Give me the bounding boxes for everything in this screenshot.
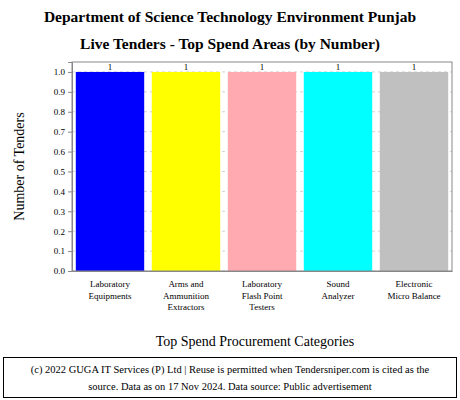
- y-tick-mark: [68, 211, 72, 212]
- y-tick-label: 0.8: [54, 107, 66, 117]
- y-tick-label: 0.1: [54, 246, 65, 256]
- y-tick-label: 0.7: [54, 127, 66, 137]
- y-tick-mark: [68, 132, 72, 133]
- x-axis: LaboratoryEquipments Arms andAmmunitionEx…: [73, 271, 453, 312]
- y-tick: 0.2: [54, 227, 72, 237]
- x-tick-label: ElectronicMicro Balance: [387, 279, 440, 300]
- y-tick-mark: [68, 251, 72, 252]
- y-tick-label: 1.0: [54, 67, 66, 77]
- x-tick-label: SoundAnalyzer: [322, 279, 355, 300]
- data-label: 1: [108, 62, 113, 72]
- bar: [228, 72, 296, 271]
- y-tick-mark: [68, 271, 72, 272]
- y-tick-mark: [68, 92, 72, 93]
- y-tick-label: 0.5: [54, 167, 66, 177]
- x-tick-label: LaboratoryFlash PointTesters: [242, 279, 283, 312]
- y-tick: 0.4: [54, 187, 72, 197]
- y-tick-mark: [68, 191, 72, 192]
- y-tick-mark: [68, 112, 72, 113]
- y-axis-line: [68, 63, 73, 272]
- x-tick-label: LaboratoryEquipments: [89, 279, 132, 300]
- y-tick-mark: [68, 152, 72, 153]
- data-label: 1: [184, 62, 189, 72]
- y-axis: 0.0 0.1 0.2 0.3 0.4 0.5 0.6 0.7 0.8 0.9 1.0: [54, 63, 73, 277]
- y-tick: 0.6: [54, 147, 72, 157]
- y-tick: 0.8: [54, 107, 72, 117]
- x-axis-line: [73, 271, 453, 272]
- chart: Department of Science Technology Environ…: [0, 0, 460, 400]
- x-tick: Arms andAmmunitionExtractors: [163, 271, 210, 312]
- x-tick: LaboratoryEquipments: [89, 271, 132, 301]
- title: Department of Science Technology Environ…: [44, 8, 416, 25]
- subtitle: Live Tenders - Top Spend Areas (by Numbe…: [80, 35, 380, 53]
- plot-frame: [72, 62, 452, 271]
- data-label: 1: [336, 62, 341, 72]
- y-tick: 0.5: [54, 167, 72, 177]
- y-tick-label: 0.4: [54, 187, 66, 197]
- footer: (c) 2022 GUGA IT Services (P) Ltd | Reus…: [31, 364, 430, 392]
- y-tick: 1.0: [54, 67, 72, 77]
- footer-box: [4, 358, 457, 398]
- y-tick-mark: [68, 72, 72, 73]
- bar: [76, 72, 144, 271]
- y-tick-label: 0.0: [54, 266, 66, 276]
- y-tick: 0.0: [54, 266, 72, 276]
- y-tick-label: 0.9: [54, 87, 66, 97]
- y-axis-title: Number of Tenders: [12, 112, 27, 220]
- data-labels: 1 1 1 1 1: [108, 62, 417, 72]
- bar: [380, 72, 448, 271]
- bars: [76, 72, 448, 271]
- y-tick-label: 0.2: [54, 227, 65, 237]
- x-tick: LaboratoryFlash PointTesters: [242, 271, 283, 312]
- data-label: 1: [412, 62, 417, 72]
- x-axis-title: Top Spend Procurement Categories: [156, 334, 354, 349]
- y-tick: 0.9: [54, 87, 72, 97]
- y-tick: 0.1: [54, 246, 72, 256]
- x-tick: ElectronicMicro Balance: [387, 271, 440, 301]
- x-tick-label: Arms andAmmunitionExtractors: [163, 279, 210, 312]
- data-label: 1: [260, 62, 265, 72]
- bar: [304, 72, 372, 271]
- x-tick: SoundAnalyzer: [322, 271, 355, 301]
- y-tick-mark: [68, 231, 72, 232]
- y-tick: 0.7: [54, 127, 72, 137]
- y-tick-label: 0.3: [54, 207, 66, 217]
- grid: [72, 72, 452, 271]
- y-tick-label: 0.6: [54, 147, 66, 157]
- y-tick: 0.3: [54, 207, 72, 217]
- bar: [152, 72, 220, 271]
- y-tick-mark: [68, 171, 72, 172]
